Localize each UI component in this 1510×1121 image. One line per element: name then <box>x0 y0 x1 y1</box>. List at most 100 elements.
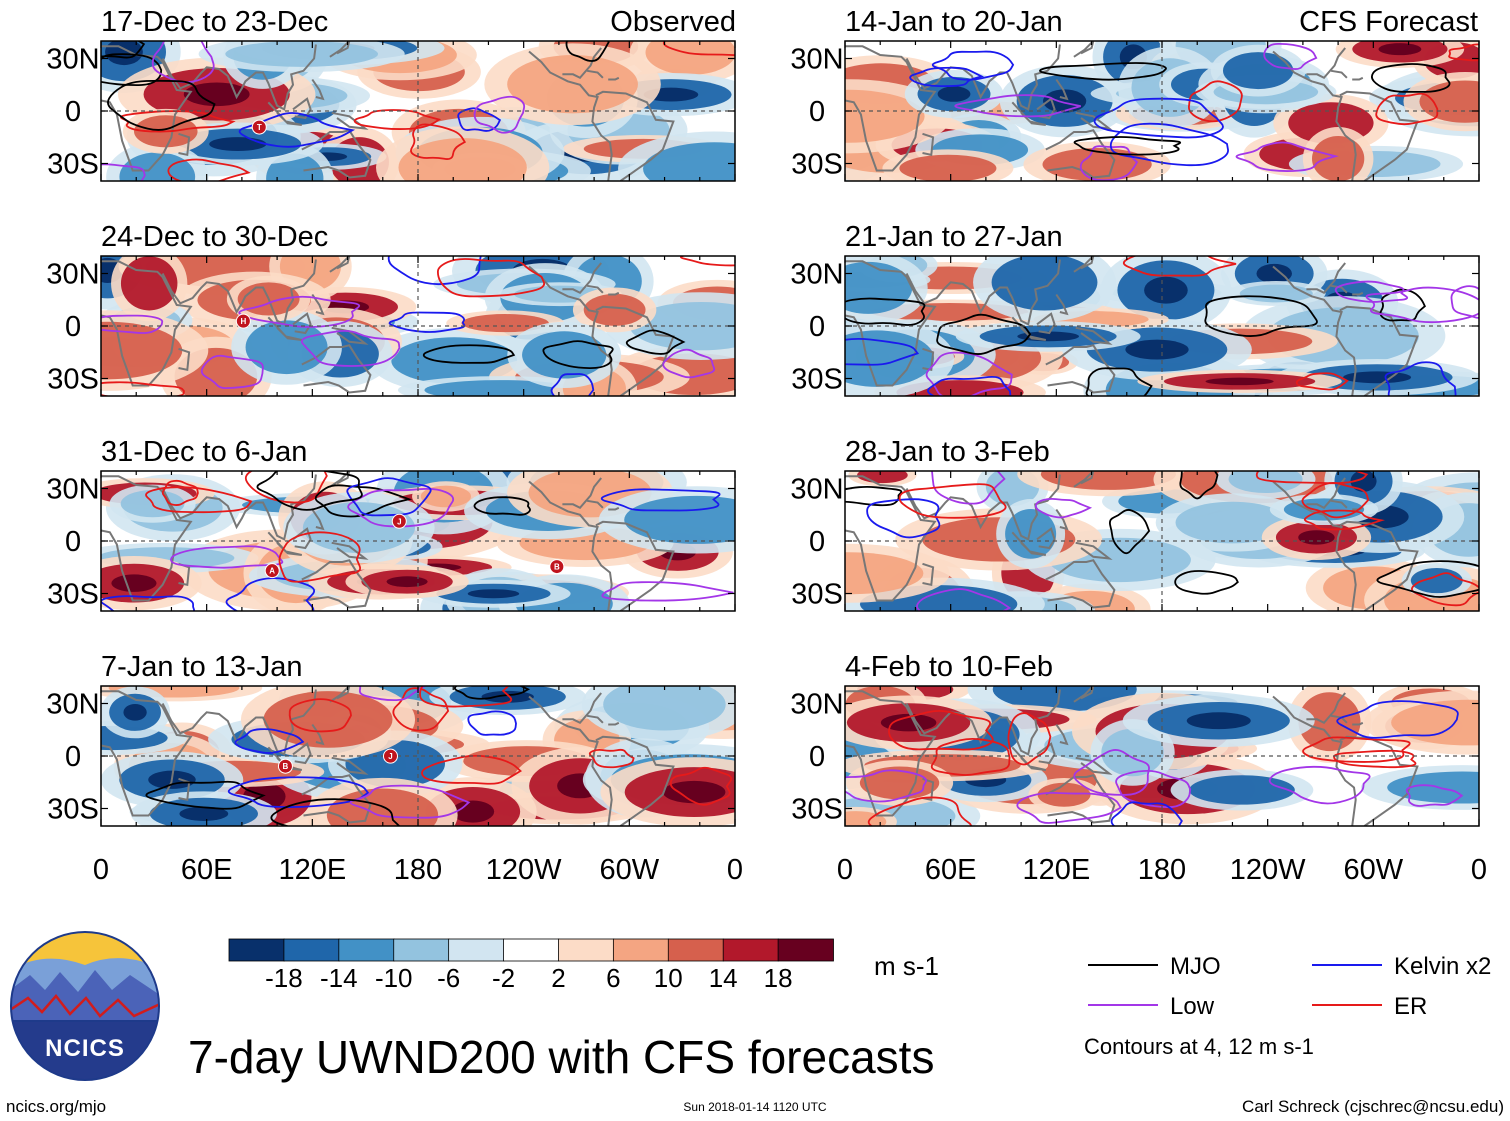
coastline <box>1045 344 1116 394</box>
coastline <box>1011 746 1047 771</box>
wind-anomaly-core <box>991 256 1098 311</box>
kelvin-contour <box>845 337 920 366</box>
coastline <box>1330 284 1348 294</box>
mjo-contour <box>453 686 531 700</box>
coastline <box>329 256 351 273</box>
coastline <box>1073 41 1095 58</box>
coastline <box>1306 262 1346 295</box>
er-contour <box>1007 712 1052 766</box>
storm-label: J <box>397 517 401 526</box>
kelvin-contour <box>387 256 482 286</box>
wind-anomaly-core <box>1410 567 1463 594</box>
low-contour <box>954 94 1081 118</box>
wind-anomaly-core <box>1239 284 1313 303</box>
wind-anomaly-peak <box>1256 263 1292 284</box>
er-contour <box>161 479 199 506</box>
low-contour <box>1115 770 1192 809</box>
x-tick-label: 0 <box>727 854 743 886</box>
wind-anomaly-core <box>629 301 735 351</box>
coastline <box>331 111 369 130</box>
er-contour <box>145 486 253 514</box>
wind-anomaly-core <box>603 686 726 731</box>
figure-title: 7-day UWND200 with CFS forecasts <box>188 1031 934 1083</box>
wind-anomaly-peak <box>481 690 534 703</box>
er-contour <box>669 766 733 806</box>
coastline <box>301 344 372 394</box>
coastline <box>311 293 325 316</box>
low-contour <box>1365 286 1479 324</box>
low-contour <box>916 588 1012 611</box>
mjo-contour <box>936 313 1032 355</box>
coastline <box>267 531 303 556</box>
er-contour <box>278 531 362 583</box>
coastline <box>528 50 613 181</box>
coastline <box>292 527 312 550</box>
coastline <box>905 44 1061 111</box>
mjo-contour <box>542 340 614 370</box>
colorbar-tick-label: 10 <box>654 963 683 993</box>
coastline <box>178 777 191 802</box>
er-contour <box>101 381 185 396</box>
storm-label: J <box>388 752 392 761</box>
low-contour <box>1405 784 1464 807</box>
wind-anomaly-peak <box>937 86 971 102</box>
y-tick-label: 30N <box>790 44 843 76</box>
coastline <box>1352 721 1364 726</box>
panel-5: 30N 0 30S <box>790 40 1480 182</box>
coastline <box>1075 111 1113 130</box>
wind-anomaly-peak <box>1205 377 1274 386</box>
y-tick-label: 30S <box>47 794 99 826</box>
er-contour <box>662 41 735 57</box>
coastline <box>1055 293 1069 316</box>
mjo-contour <box>1039 62 1167 81</box>
low-contour <box>1268 765 1371 805</box>
coastline <box>608 76 620 81</box>
er-contour <box>410 123 467 160</box>
x-tick-label: 120W <box>1230 854 1306 886</box>
coastline <box>1036 527 1056 550</box>
storm-label: B <box>283 762 289 771</box>
colorbar-tick-label: -10 <box>375 963 413 993</box>
legend-label: Low <box>1170 993 1215 1020</box>
kelvin-contour <box>550 373 595 396</box>
mjo-contour <box>101 41 146 59</box>
coastline <box>562 47 602 80</box>
er-contour <box>679 256 735 267</box>
x-tick-label: 60W <box>600 854 660 886</box>
site-url[interactable]: ncics.org/mjo <box>6 1097 106 1116</box>
mjo-contour <box>1073 136 1182 156</box>
colorbar-swatch <box>558 938 615 962</box>
colorbar-swatch <box>283 938 340 962</box>
colorbar-tick-label: -6 <box>437 963 460 993</box>
mjo-contour <box>1179 471 1219 500</box>
kelvin-contour <box>238 112 356 148</box>
colorbar-swatch <box>612 938 670 962</box>
er-contour <box>1122 256 1237 277</box>
colorbar-swatch <box>338 938 395 962</box>
mjo-contour <box>1204 295 1318 337</box>
coastline <box>329 471 351 488</box>
coastline <box>608 291 620 296</box>
colorbar-tick-label: 14 <box>709 963 738 993</box>
er-contour <box>898 483 1007 519</box>
wind-anomaly-core <box>522 331 607 379</box>
panel-title: 21-Jan to 27-Jan <box>845 221 1063 253</box>
wind-anomaly-core <box>420 485 471 508</box>
coastline <box>161 44 317 111</box>
wind-anomaly-core <box>1228 471 1303 494</box>
kelvin-contour <box>101 595 195 611</box>
storm-marker <box>264 563 280 579</box>
coastline <box>1036 312 1056 335</box>
coastline <box>1339 305 1419 396</box>
low-contour <box>1016 791 1122 824</box>
er-contour <box>1375 92 1439 126</box>
panel-title: 31-Dec to 6-Jan <box>101 436 307 468</box>
coastline <box>178 347 191 372</box>
mjo-contour <box>256 471 363 511</box>
coastline <box>161 474 317 541</box>
colorbar-tick-label: 6 <box>606 963 620 993</box>
y-tick-label: 30N <box>790 689 843 721</box>
coastline <box>178 132 191 157</box>
mjo-contour <box>1085 367 1153 396</box>
